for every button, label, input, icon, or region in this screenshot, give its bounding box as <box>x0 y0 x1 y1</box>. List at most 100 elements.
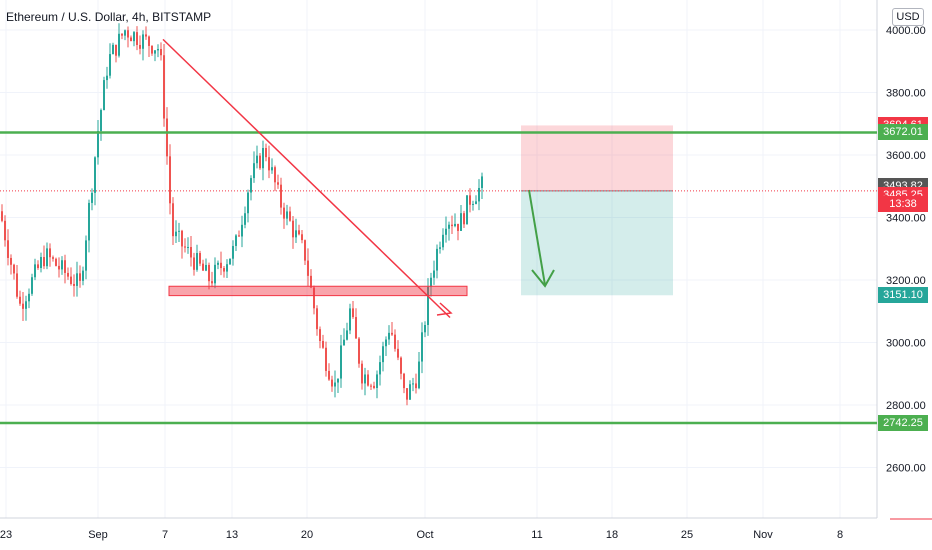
candle-down <box>292 220 294 238</box>
x-tick-label: 11 <box>531 529 542 541</box>
candle-down <box>304 240 306 261</box>
candle-up <box>34 264 36 278</box>
candle-down <box>151 45 153 54</box>
candle-down <box>403 373 405 389</box>
candle-up <box>214 264 216 284</box>
candle-down <box>325 347 327 371</box>
candle-up <box>154 50 156 54</box>
x-tick-label: Sep <box>88 529 108 541</box>
candle-up <box>475 201 477 204</box>
candle-down <box>181 230 183 247</box>
candle-down <box>211 281 213 284</box>
candle-up <box>439 247 441 249</box>
candle-up <box>481 176 483 188</box>
candle-up <box>445 228 447 235</box>
trendline[interactable] <box>162 38 451 319</box>
candle-up <box>82 270 84 281</box>
x-tick-label: 7 <box>162 529 168 541</box>
candle-up <box>430 277 432 287</box>
take-profit-zone[interactable] <box>521 190 673 296</box>
candle-down <box>328 370 330 380</box>
y-tick-label: 3600.00 <box>886 150 926 162</box>
candle-down <box>322 340 324 348</box>
candle-up <box>109 54 111 76</box>
candle-up <box>85 240 87 271</box>
y-tick-label: 3800.00 <box>886 88 926 100</box>
x-tick-label: 18 <box>606 529 618 541</box>
candle-down <box>163 55 165 119</box>
candle-up <box>103 80 105 111</box>
candle-up <box>196 253 198 270</box>
candle-up <box>241 224 243 237</box>
candle-down <box>139 44 141 49</box>
y-tick-label: 2600.00 <box>886 463 926 475</box>
candle-down <box>1 211 3 221</box>
candle-down <box>199 253 201 264</box>
candle-down <box>283 207 285 219</box>
candle-up <box>124 30 126 36</box>
candle-down <box>406 388 408 400</box>
candle-up <box>364 374 366 384</box>
currency-button[interactable]: USD <box>892 8 924 26</box>
candle-up <box>271 167 273 171</box>
candle-up <box>382 346 384 363</box>
candle-down <box>457 223 459 231</box>
candle-up <box>112 44 114 55</box>
candle-down <box>259 155 261 169</box>
candle-up <box>175 231 177 237</box>
candle-down <box>16 273 18 297</box>
candle-down <box>469 195 471 205</box>
y-tick-label: 3000.00 <box>886 338 926 350</box>
candle-down <box>451 224 453 227</box>
candle-down <box>73 283 75 286</box>
target-arrowhead <box>531 269 555 288</box>
candle-down <box>193 257 195 270</box>
stop-loss-zone[interactable] <box>521 125 673 191</box>
candle-down <box>397 348 399 358</box>
candle-up <box>247 192 249 214</box>
trendline-arrowhead <box>436 302 453 316</box>
candle-up <box>436 248 438 271</box>
candle-up <box>94 157 96 193</box>
candle-up <box>31 277 33 294</box>
price-tag: 3151.10 <box>878 287 928 304</box>
candle-up <box>100 110 102 131</box>
candle-up <box>433 270 435 278</box>
candle-down <box>160 49 162 56</box>
chart-title: Ethereum / U.S. Dollar, 4h, BITSTAMP <box>6 10 212 24</box>
candle-down <box>208 264 210 282</box>
candle-up <box>286 211 288 219</box>
candle-down <box>352 308 354 318</box>
candle-down <box>331 379 333 387</box>
candle-up <box>250 178 252 193</box>
candle-down <box>22 303 24 309</box>
candle-up <box>295 230 297 238</box>
candle-down <box>391 332 393 335</box>
candle-up <box>91 192 93 203</box>
candle-up <box>178 230 180 232</box>
candle-up <box>478 187 480 202</box>
candle-down <box>58 265 60 270</box>
candle-down <box>280 184 282 208</box>
candle-up <box>448 224 450 229</box>
candle-down <box>7 240 9 258</box>
candle-up <box>343 339 345 346</box>
candle-down <box>79 273 81 281</box>
candle-down <box>202 263 204 271</box>
candle-down <box>55 258 57 266</box>
candle-down <box>43 257 45 267</box>
candle-up <box>235 235 237 246</box>
candle-down <box>184 246 186 248</box>
candle-down <box>130 37 132 42</box>
candle-up <box>28 293 30 302</box>
candle-down <box>313 287 315 309</box>
candle-down <box>367 374 369 386</box>
candle-up <box>262 148 264 169</box>
candle-up <box>256 155 258 164</box>
candle-up <box>88 202 90 241</box>
candle-up <box>418 361 420 389</box>
support-zone-rect[interactable] <box>168 285 468 297</box>
candle-down <box>4 220 6 241</box>
candle-down <box>64 260 66 273</box>
